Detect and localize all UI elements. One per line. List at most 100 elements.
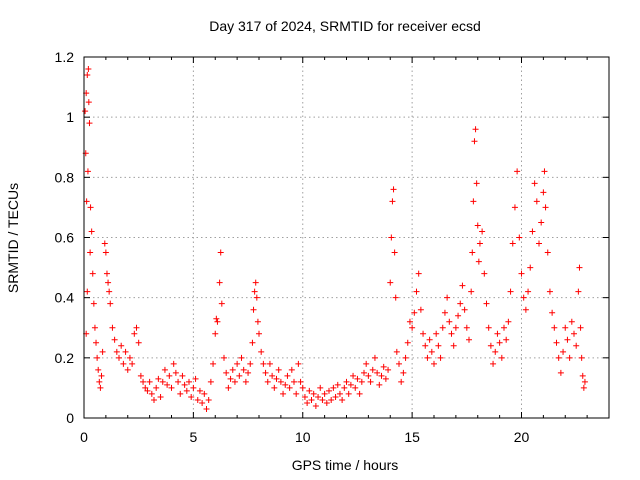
data-point	[562, 324, 569, 331]
data-point	[153, 384, 160, 391]
y-tick-label: 0.6	[55, 230, 75, 246]
data-point	[227, 375, 234, 382]
data-point	[87, 204, 94, 211]
data-point	[91, 324, 98, 331]
data-point	[433, 330, 440, 337]
data-point	[284, 372, 291, 379]
data-point	[234, 360, 241, 367]
data-point	[452, 324, 459, 331]
data-point	[361, 369, 367, 376]
data-point	[188, 393, 195, 400]
data-point	[124, 366, 131, 373]
data-point	[293, 390, 300, 397]
data-point	[131, 330, 138, 337]
data-point	[409, 324, 416, 331]
data-point	[140, 378, 147, 385]
data-point	[457, 300, 464, 307]
data-point	[280, 390, 287, 397]
data-point	[533, 198, 540, 205]
data-point	[148, 390, 155, 397]
data-point	[90, 300, 97, 307]
data-point	[529, 228, 536, 235]
data-point	[503, 336, 510, 343]
data-point	[144, 387, 151, 394]
data-point	[304, 399, 311, 406]
data-point	[84, 72, 91, 79]
data-point	[540, 189, 547, 196]
data-point	[345, 390, 352, 397]
data-point	[498, 354, 505, 361]
data-point	[181, 381, 188, 388]
data-point	[105, 279, 112, 286]
data-point	[476, 240, 483, 247]
data-point	[579, 372, 586, 379]
data-point	[306, 387, 313, 394]
data-point	[385, 366, 392, 373]
data-point	[168, 384, 175, 391]
data-point	[84, 168, 91, 175]
data-point	[485, 324, 492, 331]
data-point	[288, 366, 295, 373]
data-point	[238, 354, 245, 361]
data-point	[393, 348, 400, 355]
data-point	[172, 369, 179, 376]
data-point	[118, 342, 125, 349]
data-point	[236, 372, 243, 379]
data-point	[269, 372, 276, 379]
y-axis-label: SRMTID / TECUs	[5, 183, 21, 293]
data-point	[541, 168, 548, 175]
data-point	[406, 318, 413, 325]
data-point	[93, 339, 100, 346]
data-point	[518, 270, 525, 277]
data-point	[468, 288, 475, 295]
data-point	[225, 384, 232, 391]
data-point	[205, 396, 212, 403]
data-point	[249, 339, 256, 346]
data-point	[470, 198, 477, 205]
data-point	[387, 279, 394, 286]
data-point	[347, 381, 354, 388]
data-point	[507, 288, 514, 295]
data-point	[177, 390, 184, 397]
data-point	[463, 324, 470, 331]
data-point	[271, 384, 278, 391]
data-point	[175, 378, 182, 385]
data-point	[213, 315, 220, 322]
data-point	[544, 249, 551, 256]
grid-layer	[84, 57, 609, 418]
data-point	[577, 324, 584, 331]
data-point	[496, 339, 503, 346]
data-point	[199, 399, 206, 406]
y-tick-label: 1.2	[55, 49, 75, 65]
data-point	[256, 330, 262, 337]
data-point	[218, 300, 225, 307]
data-point	[299, 384, 306, 391]
data-point	[82, 108, 89, 115]
data-point	[371, 354, 378, 361]
data-point	[483, 300, 490, 307]
data-point	[402, 354, 409, 361]
data-point	[229, 366, 236, 373]
y-axis: 0 0.2 0.4 0.6 0.8 1 1.2	[55, 49, 609, 426]
data-point	[317, 384, 324, 391]
data-point	[580, 384, 587, 391]
data-point	[179, 372, 186, 379]
data-point	[196, 387, 203, 394]
data-point	[275, 366, 282, 373]
data-point	[549, 309, 556, 316]
data-point	[253, 294, 260, 301]
data-point	[101, 240, 108, 247]
data-point	[201, 390, 208, 397]
data-point	[247, 360, 254, 367]
data-point	[129, 360, 136, 367]
data-point	[575, 288, 582, 295]
data-point	[428, 348, 435, 355]
data-point	[566, 354, 573, 361]
data-point	[221, 354, 227, 361]
data-point	[542, 204, 549, 211]
data-point	[231, 378, 238, 385]
data-point	[291, 378, 297, 385]
data-point	[135, 339, 142, 346]
data-point	[97, 384, 104, 391]
